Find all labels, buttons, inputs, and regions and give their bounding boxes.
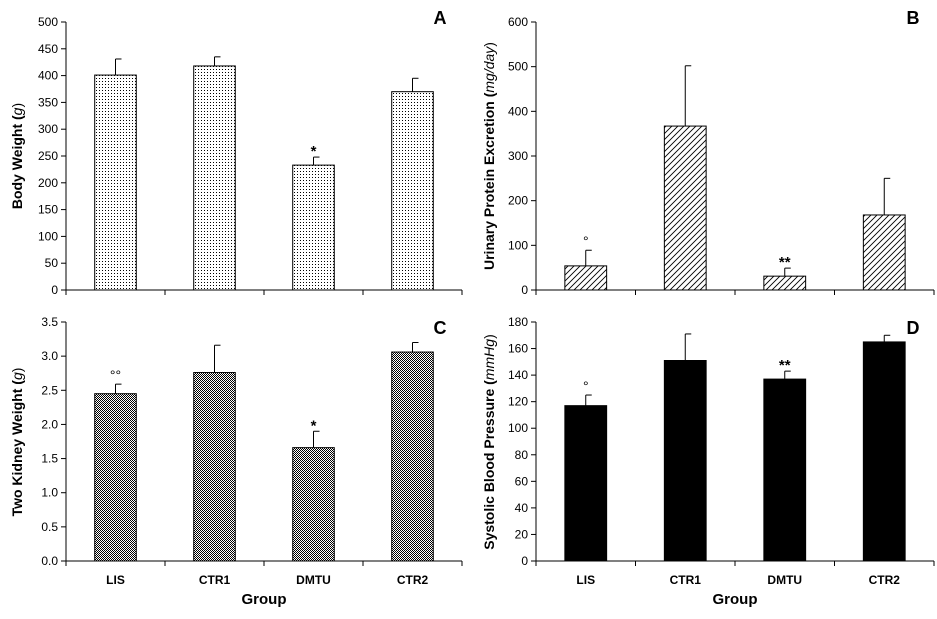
error-bar xyxy=(585,249,592,266)
y-tick-label: 50 xyxy=(45,256,59,270)
error-bar xyxy=(883,334,891,342)
bar-ctr2 xyxy=(391,351,434,562)
bar-dmtu xyxy=(292,164,335,291)
y-tick-label: 3.0 xyxy=(41,349,58,363)
y-tick-label: 0 xyxy=(51,283,58,297)
x-tick-label: LIS xyxy=(106,573,125,587)
y-tick-label: 0.0 xyxy=(41,554,58,568)
error-bar xyxy=(412,77,419,92)
y-tick-label: 100 xyxy=(508,238,528,252)
significance-marker: ° xyxy=(583,233,589,249)
significance-marker: ** xyxy=(779,254,791,271)
y-tick-label: 2.0 xyxy=(41,417,58,431)
significance-marker: * xyxy=(311,143,317,160)
panel-c: 0.00.51.01.52.02.53.03.5°°LIS CTR1*DMTU CT… xyxy=(9,315,463,608)
error-bar xyxy=(214,344,221,373)
y-tick-label: 3.5 xyxy=(41,315,58,329)
x-tick-label: DMTU xyxy=(296,573,331,587)
error-bar xyxy=(684,333,692,361)
x-tick-label: DMTU xyxy=(767,573,802,587)
x-axis-label: Group xyxy=(242,591,287,608)
y-tick-label: 200 xyxy=(38,176,58,190)
y-tick-label: 2.5 xyxy=(41,383,58,397)
y-tick-label: 200 xyxy=(508,194,528,208)
y-tick-label: 150 xyxy=(38,203,58,217)
significance-marker: °° xyxy=(110,367,121,383)
panel-letter: B xyxy=(907,8,920,28)
y-tick-label: 100 xyxy=(38,229,58,243)
bar-dmtu xyxy=(763,378,807,562)
bar-lis xyxy=(564,265,608,291)
error-bar xyxy=(784,267,791,277)
y-tick-label: 300 xyxy=(38,122,58,136)
y-axis-label: Body Weight (g) xyxy=(9,103,25,209)
bar-ctr1 xyxy=(193,65,236,291)
y-tick-label: 450 xyxy=(38,42,58,56)
bar-dmtu xyxy=(292,447,335,562)
panel-d: 0 20 40 60 80 100 120 140 160 180 ° LIS CTR1 ** DMTU CT… xyxy=(481,315,935,608)
bar-ctr1 xyxy=(193,372,236,562)
y-tick-label: 400 xyxy=(508,104,528,118)
y-tick-label: 20 xyxy=(515,527,529,541)
error-bar xyxy=(214,56,221,66)
error-bar xyxy=(313,156,320,166)
error-bar xyxy=(684,65,692,127)
y-tick-label: 0 xyxy=(521,554,528,568)
y-axis-label: Two Kidney Weight (g) xyxy=(9,368,25,517)
error-bar xyxy=(115,383,122,394)
y-tick-label: 250 xyxy=(38,149,58,163)
bar-ctr2 xyxy=(862,341,906,562)
y-axis-label: Urinary Protein Excretion (mg/day) xyxy=(481,42,497,270)
bar-lis xyxy=(94,393,137,562)
y-tick-label: 300 xyxy=(508,149,528,163)
x-tick-label: CTR2 xyxy=(397,573,429,587)
y-tick-label: 160 xyxy=(508,342,528,356)
y-tick-label: 350 xyxy=(38,95,58,109)
y-tick-label: 600 xyxy=(508,15,528,29)
panel-letter: C xyxy=(434,318,447,338)
y-tick-label: 40 xyxy=(515,501,529,515)
panel-letter: A xyxy=(434,8,447,28)
error-bar xyxy=(784,370,791,380)
y-tick-label: 1.0 xyxy=(41,486,58,500)
y-tick-label: 500 xyxy=(38,15,58,29)
bar-ctr1 xyxy=(663,125,707,291)
y-tick-label: 120 xyxy=(508,395,528,409)
y-axis-label: Systolic Blood Pressure (mmHg) xyxy=(481,334,497,550)
significance-marker: * xyxy=(311,417,317,434)
significance-marker: ** xyxy=(779,357,791,374)
bar-ctr1 xyxy=(663,360,707,562)
bar-dmtu xyxy=(763,275,807,291)
y-tick-label: 180 xyxy=(508,315,528,329)
bar-lis xyxy=(94,74,137,291)
error-bar xyxy=(115,58,122,76)
error-bar xyxy=(585,394,592,406)
x-tick-label: CTR2 xyxy=(869,573,901,587)
error-bar xyxy=(313,430,320,448)
y-tick-label: 140 xyxy=(508,368,528,382)
panel-b: 0 100 200 300 400 500 600 ° ** B Urinary Protein E… xyxy=(481,8,935,297)
y-tick-label: 500 xyxy=(508,60,528,74)
bar-lis xyxy=(564,405,608,562)
y-tick-label: 0.5 xyxy=(41,520,58,534)
bar-ctr2 xyxy=(862,214,906,291)
y-tick-label: 400 xyxy=(38,69,58,83)
panel-letter: D xyxy=(907,318,920,338)
y-tick-label: 80 xyxy=(515,448,529,462)
y-tick-label: 60 xyxy=(515,474,529,488)
y-tick-label: 0 xyxy=(521,283,528,297)
x-tick-label: CTR1 xyxy=(670,573,702,587)
y-tick-label: 100 xyxy=(508,421,528,435)
bar-ctr2 xyxy=(391,91,434,291)
x-axis-label: Group xyxy=(713,591,758,608)
error-bar xyxy=(883,177,891,215)
y-tick-label: 1.5 xyxy=(41,452,58,466)
x-tick-label: CTR1 xyxy=(199,573,231,587)
x-tick-label: LIS xyxy=(576,573,595,587)
panel-a: 0 50 100 150 200 250 300 350 400 450 500 * A Body Wei… xyxy=(9,8,463,297)
error-bar xyxy=(412,341,419,353)
significance-marker: ° xyxy=(583,378,589,394)
